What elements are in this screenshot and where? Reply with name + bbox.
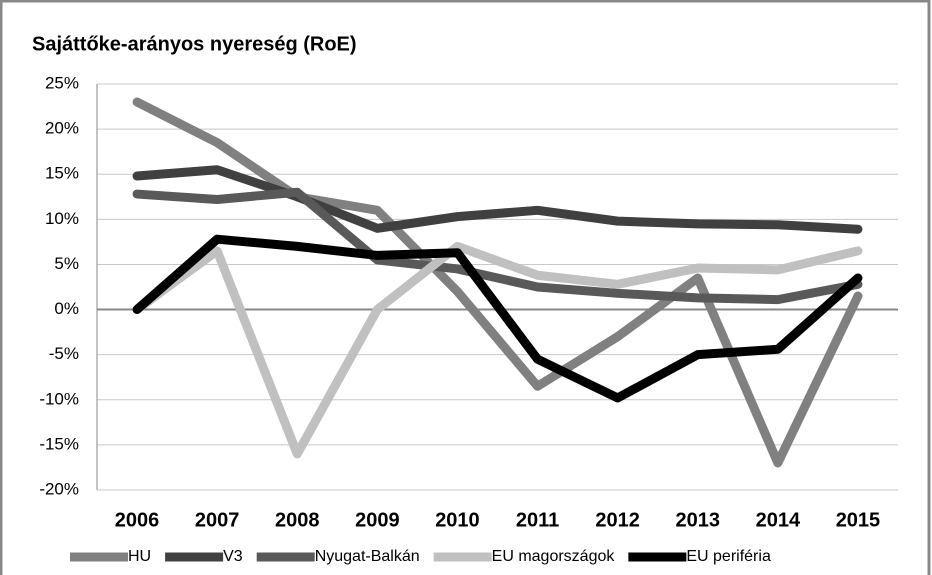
x-tick-label: 2013 [676,509,721,531]
y-tick-label: 25% [45,73,79,92]
x-tick-label: 2015 [836,509,881,531]
line-series [132,241,863,459]
x-tick-label: 2012 [595,509,640,531]
x-tick-label: 2008 [275,509,320,531]
y-tick-label: 0% [54,299,79,318]
y-tick-label: -20% [39,479,79,498]
y-tick-label: 10% [45,209,79,228]
y-tick-label: -5% [49,344,79,363]
line-series [132,234,863,403]
legend-label: EU periféria [686,548,771,565]
y-tick-label: 20% [45,119,79,138]
x-tick-label: 2010 [435,509,480,531]
x-tick-label: 2009 [355,509,400,531]
line-series [132,165,863,234]
legend-label: EU magországok [492,548,616,565]
y-tick-label: 15% [45,164,79,183]
line-series [132,97,863,468]
chart-title: Sajáttőke-arányos nyereség (RoE) [32,33,357,55]
legend-label: Nyugat-Balkán [315,548,420,565]
y-tick-label: 5% [54,254,79,273]
x-tick-label: 2011 [516,509,559,531]
x-tick-label: 2006 [115,509,160,531]
legend-label: V3 [223,548,243,565]
y-tick-label: -10% [39,389,79,408]
legend-label: HU [128,548,151,565]
x-tick-label: 2007 [195,509,240,531]
x-tick-label: 2014 [756,509,801,531]
y-tick-label: -15% [39,434,79,453]
line-series [132,187,863,305]
